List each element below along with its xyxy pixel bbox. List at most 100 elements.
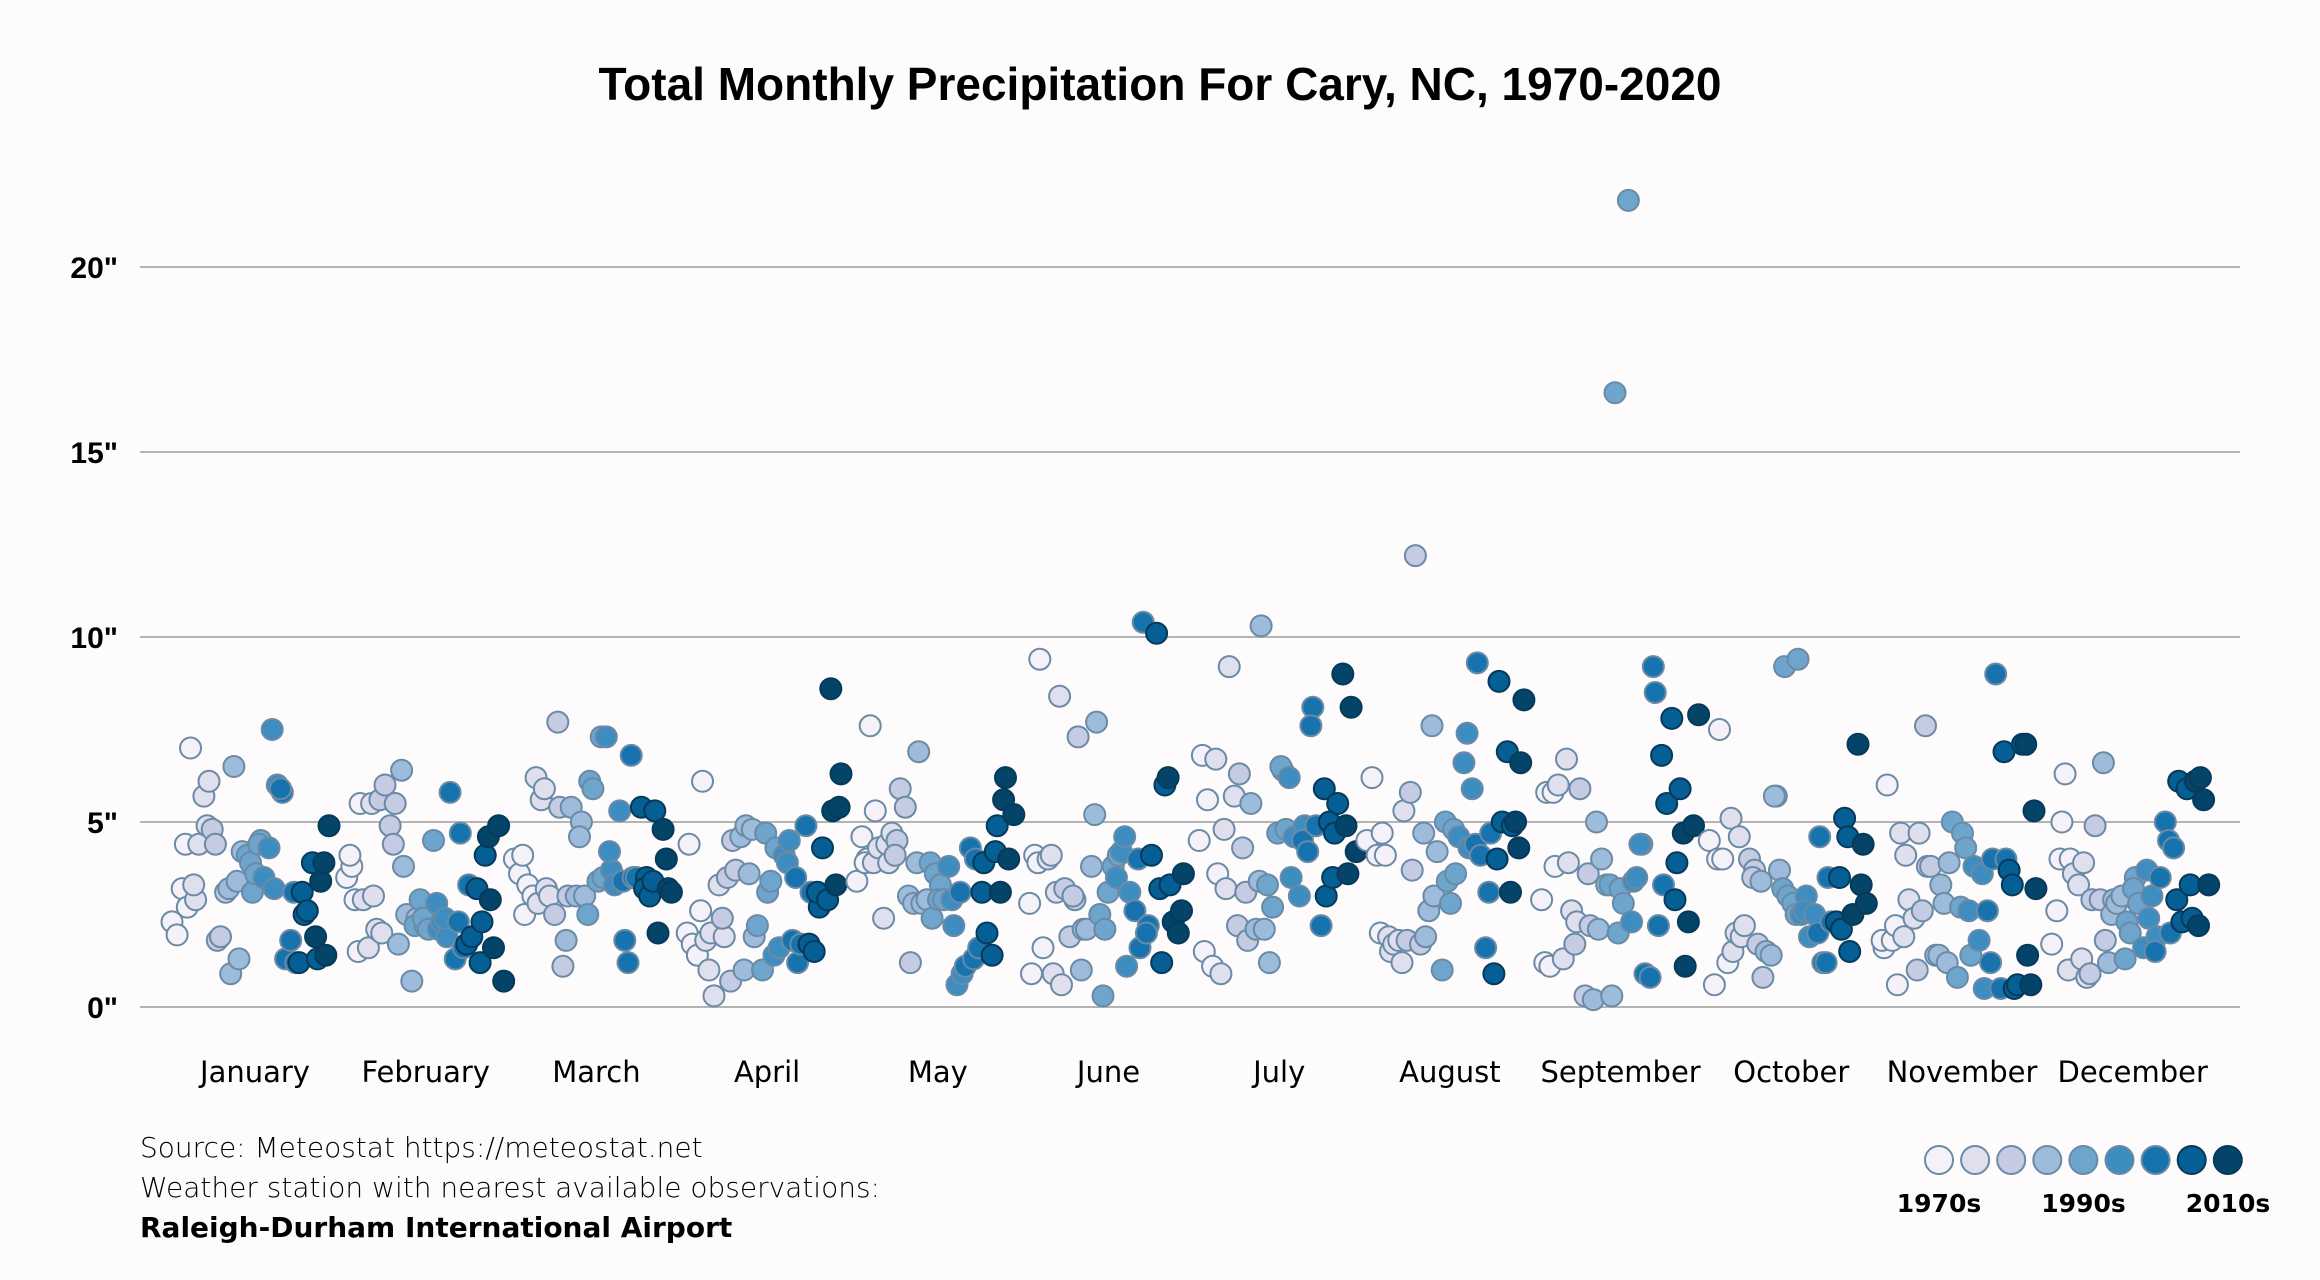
data-point [1115, 954, 1139, 978]
data-point [314, 943, 338, 967]
data-point [373, 773, 397, 797]
data-point [2078, 962, 2102, 986]
data-point [381, 832, 405, 856]
data-point [378, 814, 402, 838]
data-point [598, 840, 621, 864]
data-point [1444, 862, 1468, 886]
data-point [1156, 766, 1180, 790]
data-point [269, 777, 292, 801]
data-point [794, 814, 818, 838]
data-point [1166, 921, 1190, 945]
data-point [554, 928, 578, 952]
data-point [872, 906, 896, 930]
data-point [1093, 917, 1117, 941]
legend-label: 2010s [2186, 1189, 2270, 1218]
data-point [370, 921, 394, 945]
data-point [1069, 958, 1093, 982]
source-note: Source: Meteostat https://meteostat.net … [140, 1128, 880, 1248]
data-point [551, 954, 575, 978]
data-point [1504, 810, 1528, 834]
data-point [893, 795, 917, 819]
data-point [784, 866, 808, 889]
data-point [1762, 784, 1786, 808]
data-point [1875, 773, 1899, 797]
data-point [1507, 836, 1531, 860]
data-point [1786, 647, 1810, 671]
data-point [737, 862, 761, 886]
data-point [1663, 888, 1687, 912]
data-point [482, 936, 505, 960]
data-point [1171, 862, 1195, 886]
data-point [1403, 544, 1427, 568]
data-point [1586, 917, 1610, 941]
legend-swatch [2068, 1145, 2099, 1175]
data-point [829, 762, 853, 786]
x-tick-label: January [198, 1055, 310, 1089]
x-tick-label: July [1251, 1055, 1305, 1089]
legend-swatch [2032, 1145, 2063, 1175]
data-point [304, 925, 328, 949]
data-point [2197, 873, 2221, 897]
data-point [802, 940, 826, 963]
data-point [1085, 710, 1109, 734]
data-point [1590, 847, 1614, 871]
data-point [1214, 877, 1238, 901]
data-point [1628, 832, 1652, 856]
data-point [1028, 647, 1052, 671]
data-point [594, 725, 618, 749]
data-point [2118, 921, 2142, 945]
data-point [1708, 718, 1731, 741]
data-point [1420, 714, 1444, 738]
legend-swatch [2212, 1145, 2243, 1175]
y-tick-label: 10" [70, 622, 118, 655]
data-point [2083, 814, 2107, 838]
data-point [2040, 932, 2064, 956]
data-point [2050, 810, 2074, 834]
data-point [1530, 888, 1554, 912]
data-point [1370, 821, 1394, 845]
data-point [994, 766, 1017, 790]
data-point [1650, 743, 1674, 767]
data-point [1697, 829, 1721, 852]
data-point [1460, 777, 1484, 801]
data-point [1212, 817, 1236, 841]
data-point [1485, 847, 1509, 871]
data-point [1828, 866, 1851, 889]
data-point [568, 825, 591, 849]
data-point [1643, 681, 1667, 704]
data-point [470, 910, 494, 934]
data-point [1682, 814, 1705, 838]
data-point [2153, 810, 2177, 834]
data-point [1061, 884, 1085, 908]
data-point [1759, 943, 1783, 967]
data-point [446, 910, 470, 934]
data-point [295, 899, 319, 923]
data-point [179, 736, 202, 760]
data-point [1020, 962, 1043, 986]
data-point [1257, 951, 1281, 975]
station-name: Raleigh-Durham International Airport [140, 1211, 733, 1244]
data-point [1331, 662, 1355, 686]
data-point [1360, 766, 1384, 790]
data-point [677, 832, 701, 856]
data-point [1170, 899, 1193, 923]
data-point [1487, 669, 1511, 693]
data-point [1751, 965, 1775, 989]
data-point [1914, 714, 1937, 738]
data-point [2000, 873, 2024, 897]
data-point [613, 928, 637, 952]
x-tick-label: October [1733, 1055, 1849, 1089]
data-point [1638, 965, 1662, 989]
data-point [1113, 825, 1137, 849]
data-point [309, 869, 333, 893]
data-point [1673, 954, 1697, 978]
data-point [1018, 891, 1042, 915]
data-point [2045, 899, 2069, 923]
data-point [257, 836, 281, 860]
data-point [1134, 921, 1158, 945]
legend-swatch [2140, 1145, 2171, 1175]
data-point [287, 951, 311, 975]
data-point [1031, 936, 1055, 960]
data-point [448, 821, 472, 845]
data-point [1261, 895, 1285, 919]
